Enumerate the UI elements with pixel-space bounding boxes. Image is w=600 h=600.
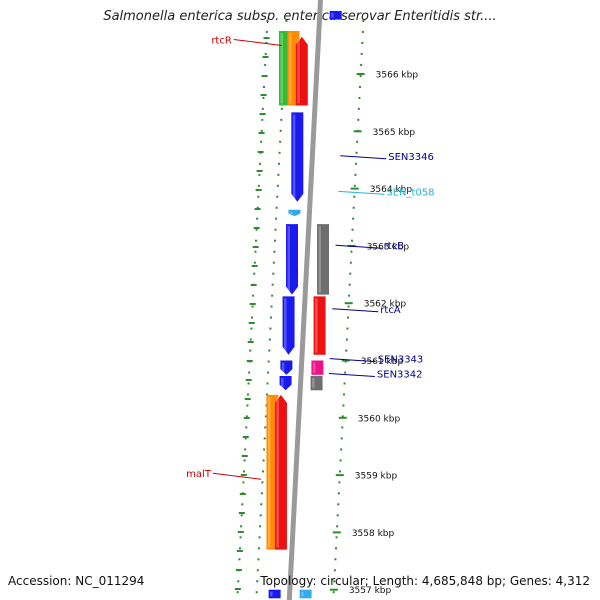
feature-rtcA-red[interactable] — [313, 296, 326, 355]
feature-highlight — [331, 12, 334, 18]
label-text[interactable]: SEN_t058 — [386, 187, 434, 198]
feature-highlight — [292, 114, 296, 200]
map-title: Salmonella enterica subsp. enterica sero… — [103, 9, 497, 24]
feature-SEN3346[interactable] — [291, 112, 304, 202]
feature-highlight — [318, 226, 322, 293]
feature-SEN3342-gray[interactable] — [310, 375, 323, 391]
backbone — [286, 0, 323, 600]
label-text[interactable]: SEN3342 — [377, 370, 423, 381]
label-leader — [340, 155, 387, 160]
right-dotted-line — [332, 19, 365, 596]
scale-tick-label: 3565 kbp — [373, 128, 416, 138]
feature-rtcA[interactable] — [282, 296, 295, 355]
label-leader — [233, 38, 282, 46]
gene-label-rtcR[interactable]: rtcR — [211, 35, 282, 46]
scale-ticks: 3566 kbp 3565 kbp 3564 kbp 3563 kbp 3562 kbp… — [234, 37, 419, 596]
feature-bottom-cyan[interactable] — [299, 589, 312, 599]
inner-dotted-line — [255, 19, 288, 596]
gene-label-rtcB[interactable]: rtcB — [335, 241, 405, 252]
scale-tick-label: 3562 kbp — [364, 300, 407, 310]
feature-highlight — [281, 377, 284, 389]
feature-shape[interactable] — [282, 296, 295, 355]
feature-highlight — [267, 396, 271, 548]
feature-highlight — [287, 226, 291, 293]
scale-tick-label: 3557 kbp — [349, 586, 392, 596]
feature-highlight — [281, 362, 285, 373]
label-leader — [338, 190, 385, 195]
outer-dotted-line — [236, 19, 269, 596]
feature-highlight — [289, 211, 293, 215]
label-leader — [212, 472, 262, 480]
feature-highlight — [315, 298, 318, 353]
feature-shape[interactable] — [268, 589, 281, 599]
feature-shape[interactable] — [279, 375, 292, 391]
label-leader — [328, 373, 375, 378]
feature-shape[interactable] — [286, 224, 299, 295]
feature-highlight — [284, 298, 287, 353]
gene-labels[interactable]: rtcR SEN3346 SEN_t058 rtcB rtcA SEN3343 SEN334… — [186, 35, 434, 480]
feature-SEN_t058[interactable] — [288, 209, 301, 217]
feature-highlight — [270, 591, 273, 597]
gene-label-malT[interactable]: malT — [186, 469, 262, 480]
feature-shape[interactable] — [310, 375, 323, 391]
feature-rtcB[interactable] — [286, 224, 299, 295]
feature-shape[interactable] — [299, 589, 312, 599]
gene-label-SEN_t058[interactable]: SEN_t058 — [338, 187, 435, 198]
label-text[interactable]: SEN3343 — [378, 355, 424, 366]
feature-shape[interactable] — [288, 209, 301, 217]
scale-tick-label: 3559 kbp — [355, 472, 398, 482]
gene-label-SEN3343[interactable]: SEN3343 — [329, 355, 424, 366]
accession-text: Accession: NC_011294 — [8, 574, 145, 588]
backbone-line — [286, 0, 323, 600]
feature-SEN3343[interactable] — [280, 360, 293, 375]
feature-shape[interactable] — [280, 360, 293, 375]
label-text[interactable]: rtcA — [380, 305, 401, 316]
dotted-scale-lines — [236, 19, 365, 596]
scale-tick-label: 3566 kbp — [376, 71, 419, 81]
feature-highlight — [312, 377, 315, 389]
feature-top-blue[interactable] — [329, 10, 342, 20]
feature-shape[interactable] — [317, 224, 330, 295]
feature-highlight — [312, 362, 316, 373]
label-leader — [335, 244, 382, 249]
label-text[interactable]: SEN3346 — [388, 152, 434, 163]
scale-tick-label: 3560 kbp — [358, 414, 401, 424]
feature-rtcR[interactable] — [295, 36, 308, 106]
label-text[interactable]: rtcR — [211, 35, 232, 46]
feature-highlight — [276, 396, 279, 548]
label-text[interactable]: malT — [186, 469, 212, 480]
scale-tick-label: 3558 kbp — [352, 529, 395, 539]
gene-features[interactable] — [266, 10, 342, 599]
topology-text: Topology: circular; Length: 4,685,848 bp… — [260, 574, 590, 588]
feature-shape[interactable] — [291, 112, 304, 202]
feature-highlight — [280, 33, 283, 104]
feature-malT[interactable] — [274, 394, 287, 550]
feature-shape[interactable] — [274, 394, 287, 550]
scale-tick-label: 3561 kbp — [361, 357, 404, 367]
feature-bottom-blue[interactable] — [268, 589, 281, 599]
label-leader — [332, 308, 379, 313]
scale-tick-label: 3563 kbp — [367, 242, 410, 252]
feature-shape[interactable] — [311, 360, 324, 375]
label-leader — [329, 358, 376, 363]
feature-SEN3342[interactable] — [279, 375, 292, 391]
gene-label-rtcA[interactable]: rtcA — [332, 305, 401, 316]
feature-shape[interactable] — [329, 10, 342, 20]
feature-highlight — [288, 33, 292, 104]
gene-label-SEN3342[interactable]: SEN3342 — [328, 370, 423, 381]
feature-highlight — [297, 38, 300, 104]
scale-tick-label: 3564 kbp — [370, 185, 413, 195]
feature-SEN3343-magenta[interactable] — [311, 360, 324, 375]
feature-rtcB-gray[interactable] — [317, 224, 330, 295]
feature-shape[interactable] — [295, 36, 308, 106]
feature-highlight — [301, 591, 304, 597]
feature-shape[interactable] — [313, 296, 326, 355]
gene-label-SEN3346[interactable]: SEN3346 — [340, 152, 434, 163]
label-text[interactable]: rtcB — [384, 241, 405, 252]
